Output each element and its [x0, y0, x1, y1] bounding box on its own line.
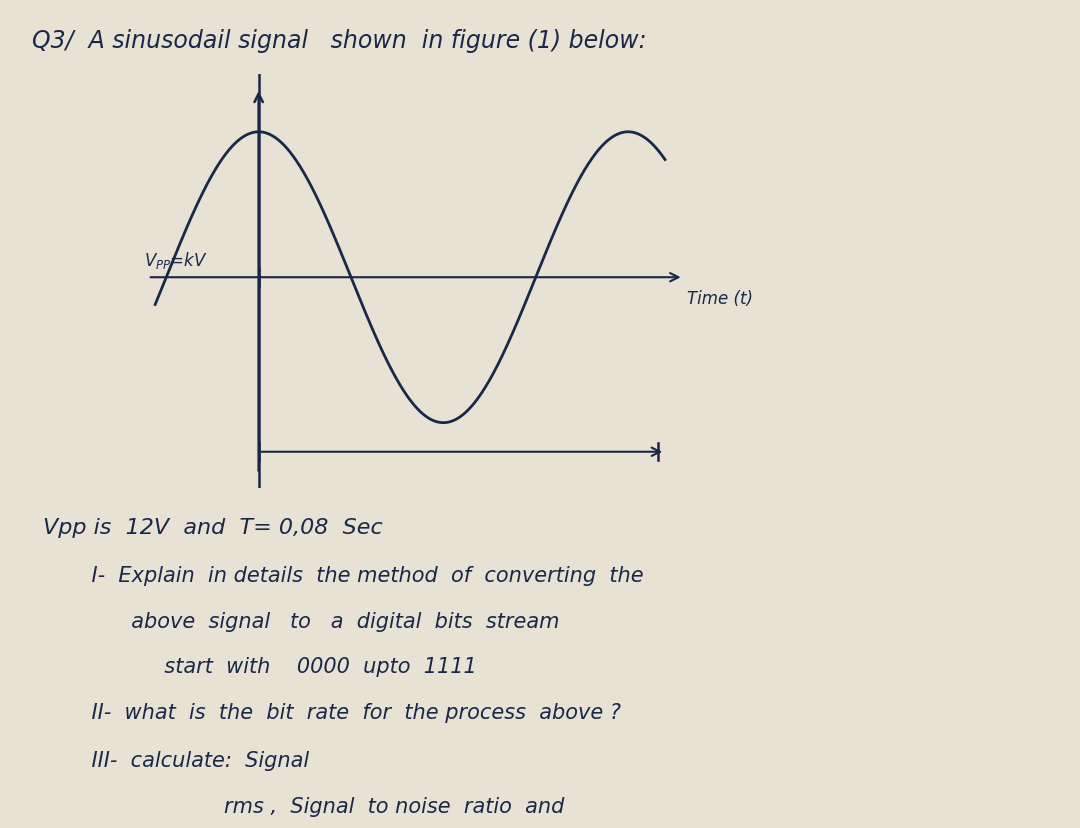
Text: II-  what  is  the  bit  rate  for  the process  above ?: II- what is the bit rate for the process…	[65, 702, 621, 722]
Text: $V_{PP}$=kV: $V_{PP}$=kV	[144, 250, 208, 271]
Text: above  signal   to   a  digital  bits  stream: above signal to a digital bits stream	[65, 611, 559, 631]
Text: Vpp is  12V  and  T= 0,08  Sec: Vpp is 12V and T= 0,08 Sec	[43, 518, 383, 537]
Text: Q3/  A sinusodail signal   shown  in figure (1) below:: Q3/ A sinusodail signal shown in figure …	[32, 29, 647, 53]
Text: III-  calculate:  Signal: III- calculate: Signal	[65, 750, 309, 770]
Text: rms ,  Signal  to noise  ratio  and: rms , Signal to noise ratio and	[65, 796, 564, 816]
Text: I-  Explain  in details  the method  of  converting  the: I- Explain in details the method of conv…	[65, 566, 644, 585]
Text: start  with    0000  upto  1111: start with 0000 upto 1111	[65, 657, 476, 676]
Text: Time (t): Time (t)	[687, 290, 753, 307]
